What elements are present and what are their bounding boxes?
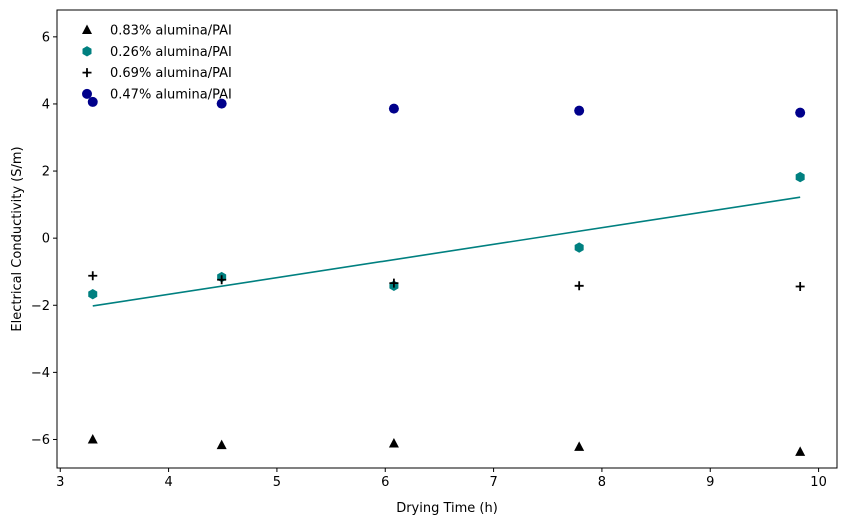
legend-item: 0.26% alumina/PAI — [82, 45, 232, 60]
legend: 0.83% alumina/PAI 0.26% alumina/PAI 0.69% … — [82, 24, 232, 102]
data-point — [574, 105, 585, 116]
y-tick-label: 4 — [42, 97, 50, 112]
data-point — [87, 96, 98, 107]
trend-line — [92, 196, 801, 307]
x-tick-label: 8 — [598, 475, 606, 490]
data-points — [87, 96, 806, 456]
data-point — [795, 171, 805, 183]
legend-label: 0.26% alumina/PAI — [110, 45, 232, 60]
data-point — [216, 98, 227, 109]
data-point — [795, 281, 805, 291]
legend-item: 0.69% alumina/PAI — [82, 66, 232, 81]
legend-label: 0.83% alumina/PAI — [110, 24, 232, 39]
x-axis-label: Drying Time (h) — [396, 501, 498, 516]
data-point — [88, 271, 98, 281]
x-tick-label: 9 — [706, 475, 714, 490]
x-tick-label: 7 — [489, 475, 497, 490]
x-tick-label: 3 — [56, 475, 64, 490]
legend-marker — [82, 68, 92, 78]
series-2-points — [88, 271, 805, 291]
data-point — [216, 439, 227, 450]
x-tick-label: 4 — [164, 475, 172, 490]
legend-marker — [82, 88, 92, 99]
data-point — [574, 441, 585, 451]
data-point — [88, 288, 98, 300]
legend-label: 0.69% alumina/PAI — [110, 66, 232, 81]
data-point — [795, 107, 806, 118]
x-tick-label: 10 — [810, 475, 827, 490]
y-axis-label: Electrical Conductivity (S/m) — [10, 146, 25, 331]
x-axis-ticks: 3 4 5 6 7 8 9 10 — [56, 468, 827, 490]
x-tick-label: 6 — [381, 475, 389, 490]
series-3-points — [87, 96, 806, 118]
data-point — [87, 433, 98, 444]
data-point — [217, 275, 227, 285]
data-point — [574, 242, 584, 253]
x-tick-label: 5 — [273, 475, 281, 490]
y-tick-label: 6 — [42, 30, 50, 45]
y-tick-label: −6 — [31, 433, 50, 448]
data-point — [389, 278, 399, 288]
legend-label: 0.47% alumina/PAI — [110, 87, 232, 102]
data-point — [795, 446, 806, 456]
series-0-points — [87, 433, 806, 456]
trend-line-layer — [92, 196, 801, 307]
legend-marker — [82, 46, 92, 57]
y-tick-label: 0 — [42, 232, 50, 247]
y-tick-label: −4 — [31, 366, 50, 381]
data-point — [574, 281, 584, 291]
legend-item: 0.47% alumina/PAI — [82, 87, 232, 102]
plot-area — [56, 9, 838, 469]
legend-marker — [82, 24, 92, 34]
y-axis-ticks: −6 −4 −2 0 2 4 6 — [31, 30, 57, 448]
data-point — [388, 438, 399, 448]
y-tick-label: −2 — [31, 299, 50, 314]
data-point — [388, 103, 399, 114]
y-tick-label: 2 — [42, 165, 50, 180]
legend-item: 0.83% alumina/PAI — [82, 24, 232, 39]
